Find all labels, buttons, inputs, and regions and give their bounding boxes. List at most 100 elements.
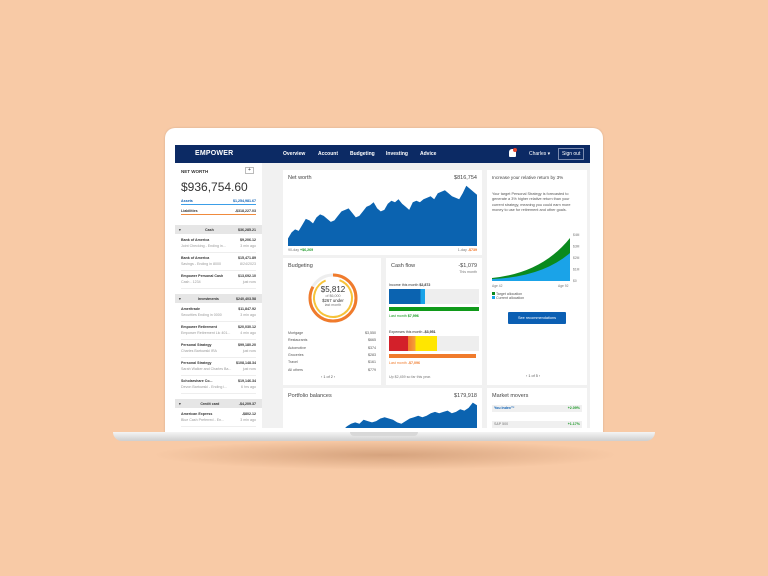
account-item[interactable]: American Express -$802.12 Blue Cash Prefer… [181, 412, 256, 427]
y-tick: $3M [573, 245, 580, 249]
nav-investing[interactable]: Investing [386, 151, 408, 157]
x-start-label: Age 42 [492, 284, 503, 288]
budget-item[interactable]: Groceries $283 [288, 352, 376, 357]
card-value: -$1,079 [458, 263, 477, 269]
y-tick: $2M [573, 256, 580, 260]
budget-donut [308, 273, 358, 323]
y-tick: $1M [573, 268, 580, 272]
notification-badge [513, 148, 517, 152]
budget-spent: 5,812 [325, 285, 346, 294]
legend-current: Current allocation [492, 296, 524, 300]
account-item[interactable]: Personal Strategy $99,180.20 Charles Barto… [181, 343, 256, 358]
card-title: Increase your relative return by 3% [492, 175, 564, 180]
card-title: Budgeting [288, 263, 313, 269]
budget-item[interactable]: Automotive $374 [288, 345, 376, 350]
advice-pager[interactable]: ‹ 1 of 5 › [526, 374, 541, 378]
group-name: Cash [205, 228, 214, 232]
account-item[interactable]: Personal Strategy $108,148.34 Sarah Walker… [181, 361, 256, 376]
top-nav: EMPOWER Overview Account Budgeting Inves… [175, 145, 590, 163]
add-account-button[interactable]: + [245, 167, 254, 174]
budget-item[interactable]: Mortgage $3,550 [288, 331, 376, 335]
account-item[interactable]: Bank of America $15,471.89 Savings - Endin… [181, 256, 256, 271]
sign-out-button[interactable]: Sign out [558, 148, 585, 160]
assets-row[interactable]: Assets $1,254,981.67 [181, 199, 256, 205]
account-group-2[interactable]: ▾ Credit card -$4,209.37 [175, 399, 262, 408]
see-recommendations-button[interactable]: See recommendations [508, 312, 566, 324]
budget-summary: $5,812 of $6,000 $267 under last month [307, 285, 359, 307]
expense-last-label: Last month -$7,096 [389, 361, 420, 365]
portfolio-area [345, 402, 477, 428]
account-group-1[interactable]: ▾ Investments $240,403.58 [175, 294, 262, 303]
sidebar: NET WORTH + $936,754.60 Assets $1,254,981… [175, 163, 262, 428]
net-worth-chart [288, 185, 477, 246]
laptop-shadow [150, 440, 620, 470]
liabilities-row[interactable]: Liabilities -$318,227.03 [181, 209, 256, 215]
expense-bar [389, 336, 479, 351]
nav-overview[interactable]: Overview [283, 151, 306, 157]
y-tick: $4M [573, 233, 580, 237]
budget-item[interactable]: Restaurants $665 [288, 338, 376, 343]
cash-flow-footer: Up $2,459 so far this year. [389, 375, 431, 379]
group-total: -$4,209.37 [238, 402, 256, 406]
budgeting-card[interactable]: Budgeting $5,812 of $6,000 $267 under la… [283, 258, 381, 385]
legend-target: Target allocation [492, 292, 524, 296]
card-title: Cash flow [391, 263, 416, 269]
account-item[interactable]: Scholarshare Co... $19,146.34 Devon Bartow… [181, 379, 256, 394]
budget-item[interactable]: All others $779 [288, 367, 376, 372]
laptop-notch [350, 432, 418, 436]
projection-chart: $4M $3M $2M $1M $0 Age 42 Age 92 [492, 233, 580, 288]
expense-last-bar [389, 354, 476, 358]
expense-label: Expenses this month -$3,951 [389, 330, 436, 334]
cash-flow-card[interactable]: Cash flow -$1,079 This month Income this… [386, 258, 482, 385]
logo: EMPOWER [195, 150, 234, 157]
card-value: $179,918 [454, 393, 477, 399]
nav-account[interactable]: Account [318, 151, 338, 157]
budget-total: of $6,000 [325, 294, 341, 298]
one-day-change: 1-day -$739 [457, 248, 477, 252]
bell-icon[interactable] [509, 149, 516, 157]
card-title: Portfolio balances [288, 393, 332, 399]
net-worth-value: $936,754.60 [181, 180, 248, 194]
account-group-0[interactable]: ▾ Cash $36,285.21 [175, 225, 262, 234]
account-item[interactable]: Ameritrade $11,847.92 Securities Ending in… [181, 307, 256, 322]
card-title: Market movers [492, 393, 529, 399]
budget-item[interactable]: Travel $161 [288, 360, 376, 365]
legend: Target allocation Current allocation [492, 292, 524, 300]
nav-budgeting[interactable]: Budgeting [350, 151, 375, 157]
account-item[interactable]: Empower Retirement $20,030.12 Empower Reti… [181, 325, 256, 340]
card-title: Net worth [288, 175, 312, 181]
group-total: $240,403.58 [235, 297, 256, 301]
net-worth-label: NET WORTH [181, 169, 209, 174]
assets-value: $1,254,981.67 [233, 199, 256, 203]
income-last-bar [389, 307, 479, 311]
market-movers-card[interactable]: Market movers You Index™ +2.09% S&P 500 +1… [487, 388, 587, 428]
net-worth-card[interactable]: Net worth $816,754 90-day +$6,269 1-day … [283, 170, 482, 255]
assets-label: Assets [181, 199, 193, 203]
income-last-label: Last month $7,996 [389, 314, 419, 318]
app-screen: EMPOWER Overview Account Budgeting Inves… [175, 145, 590, 428]
portfolio-chart [345, 402, 477, 428]
advice-card[interactable]: Increase your relative return by 3% Your… [487, 170, 587, 385]
nav-advice[interactable]: Advice [420, 151, 437, 157]
account-item[interactable]: Bank of America $9,206.12 Joint Checking -… [181, 238, 256, 253]
income-label: Income this month $2,872 [389, 283, 431, 287]
net-worth-area [288, 185, 477, 246]
group-name: Credit card [200, 402, 220, 406]
x-end-label: Age 92 [558, 284, 569, 288]
budget-last: last month [324, 303, 342, 307]
group-name: Investments [197, 297, 219, 301]
market-row[interactable]: You Index™ +2.09% [492, 405, 582, 412]
advice-body: Your target Personal Strategy is forecas… [492, 192, 571, 212]
account-item[interactable]: Empower Personal Cash $13,692.10 Cash - 12… [181, 274, 256, 289]
ninety-day-change: 90-day +$6,269 [288, 248, 314, 252]
market-row[interactable]: S&P 500 +1.17% [492, 421, 582, 428]
card-value: $816,754 [454, 175, 477, 181]
budget-pager[interactable]: ‹ 1 of 2 › [321, 375, 336, 379]
liabilities-value: -$318,227.03 [234, 209, 256, 213]
cash-flow-period: This month [459, 270, 477, 274]
liabilities-label: Liabilities [181, 209, 198, 213]
portfolio-balances-card[interactable]: Portfolio balances $179,918 [283, 388, 482, 428]
user-menu[interactable]: Charles ▾ [529, 151, 551, 157]
laptop-base [113, 432, 655, 441]
group-total: $36,285.21 [237, 228, 256, 232]
